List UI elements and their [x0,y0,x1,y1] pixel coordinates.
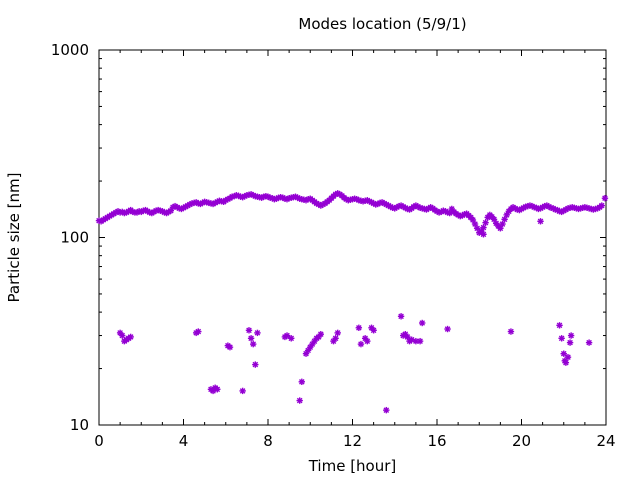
plot-frame [98,49,607,426]
x-tick-label: 16 [427,432,446,450]
data-point [480,231,487,238]
data-point [332,335,339,342]
data-point [601,195,609,202]
data-point [585,339,593,346]
data-point [283,332,291,339]
data-point [564,353,572,361]
data-point [537,218,544,225]
data-point [334,329,341,337]
x-tick-label: 12 [343,432,362,450]
x-tick-label: 24 [596,432,615,450]
y-tick-label: 10 [70,416,89,434]
data-point [566,339,574,346]
data-point [195,328,202,335]
data-point [298,378,305,385]
data-point [444,325,451,333]
data-point [317,330,325,338]
data-point [288,335,295,342]
data-point [480,224,487,231]
data-point [355,324,363,331]
data-point [254,329,261,337]
data-point [250,340,257,348]
data-point [370,327,377,334]
data-point [214,386,221,393]
data-point [296,397,303,404]
x-tick-label: 20 [512,432,531,450]
data-point [482,219,489,226]
chart-title: Modes location (5/9/1) [298,15,466,33]
data-point [247,335,255,342]
x-tick-label: 0 [94,432,104,450]
data-points [95,190,609,414]
data-point [419,319,426,327]
data-point [567,332,575,339]
y-tick-label: 100 [60,229,89,247]
data-point [127,333,134,341]
data-point [507,328,515,335]
y-axis-label: Particle size [nm] [5,173,23,303]
data-point [357,340,365,348]
axis-ticks [98,49,607,426]
data-point [383,406,390,414]
x-tick-label: 4 [179,432,189,450]
data-point [239,387,246,395]
data-point [245,327,253,334]
data-point [226,343,234,351]
data-point [598,202,605,209]
x-axis-label: Time [hour] [308,457,397,475]
data-point [560,350,567,357]
data-point [556,322,563,329]
data-point [416,337,424,345]
x-tick-label: 8 [263,432,273,450]
data-point [397,313,405,320]
data-point [364,337,371,345]
data-point [412,337,420,345]
data-point [252,361,259,368]
data-point [497,225,504,232]
data-point [119,332,126,339]
y-tick-label: 1000 [51,41,89,59]
data-point [558,335,565,342]
axis-tick-labels: 0 4 8 12 16 20 24 10 100 1000 [51,41,616,450]
data-point [562,359,570,366]
